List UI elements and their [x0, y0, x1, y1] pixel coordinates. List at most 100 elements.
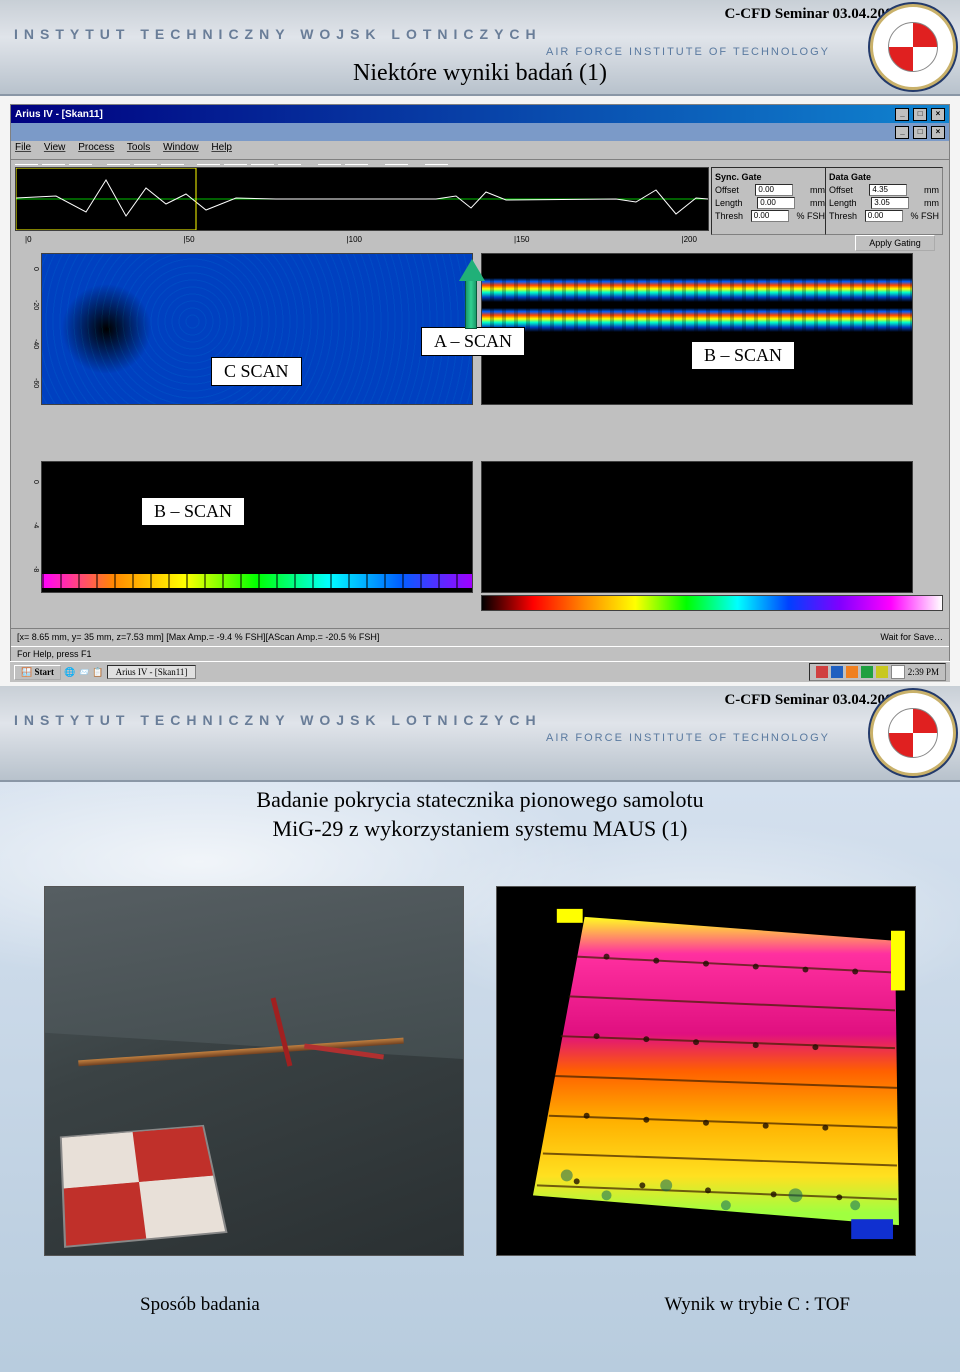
unit-mm: mm: [924, 185, 939, 195]
slide-2: C-CFD Seminar 03.04.2009 INSTYTUT TECHNI…: [0, 686, 960, 1372]
photo-cscan-result: [496, 886, 916, 1256]
institute-title-en: AIR FORCE INSTITUTE OF TECHNOLOGY: [546, 46, 830, 58]
slide-title: Niektóre wyniki badań (1): [353, 60, 607, 87]
sync-gate-box: Sync. Gate Offsetmm Lengthmm Thresh% FSH: [711, 167, 829, 235]
menu-view[interactable]: View: [44, 142, 66, 153]
sync-offset-input[interactable]: [755, 184, 793, 196]
tray-icon[interactable]: [831, 666, 843, 678]
institute-title-pl: INSTYTUT TECHNICZNY WOJSK LOTNICZYCH: [14, 712, 830, 728]
tray-icon[interactable]: [816, 666, 828, 678]
data-gate-box: Data Gate Offset mm Length mm Thresh % FSH: [825, 167, 943, 235]
slide-header: C-CFD Seminar 03.04.2009 INSTYTUT TECHNI…: [0, 686, 960, 782]
photo-scanning-setup: [44, 886, 464, 1256]
slide-1: C-CFD Seminar 03.04.2009 INSTYTUT TECHNI…: [0, 0, 960, 686]
maximize-button[interactable]: □: [913, 108, 927, 121]
data-gate-title: Data Gate: [829, 172, 871, 182]
menu-help[interactable]: Help: [211, 142, 232, 153]
minimize-button[interactable]: _: [895, 108, 909, 121]
tray-icon[interactable]: [861, 666, 873, 678]
bscan-right-label: B – SCAN: [691, 341, 795, 370]
checkerboard-roundel-icon: [888, 22, 938, 72]
menubar: File View Process Tools Window Help: [11, 141, 949, 160]
roundel-checker: [60, 1125, 228, 1248]
caption-right: Wynik w trybie C : TOF: [664, 1294, 850, 1316]
menu-process[interactable]: Process: [78, 142, 114, 153]
ruler-tick: |150: [514, 235, 529, 249]
ruler-tick: |0: [25, 235, 32, 249]
slide2-body: Badanie pokrycia statecznika pionowego s…: [0, 782, 960, 1372]
window-buttons: _ □ ×: [894, 108, 945, 121]
ruler-tick: |100: [347, 235, 362, 249]
sync-gate-title: Sync. Gate: [715, 172, 762, 182]
doc-minimize-button[interactable]: _: [895, 126, 909, 139]
sync-thresh-input[interactable]: [751, 210, 789, 222]
app-window: Arius IV - [Skan11] _ □ × _ □ × File Vie…: [10, 104, 950, 662]
menu-window[interactable]: Window: [163, 142, 199, 153]
caption-left: Sposób badania: [140, 1294, 260, 1316]
apply-gating-button[interactable]: Apply Gating: [855, 235, 935, 251]
blank-panel[interactable]: [481, 461, 913, 593]
quicklaunch-icon[interactable]: 📨: [78, 667, 89, 678]
cscan-label: C SCAN: [211, 357, 302, 386]
slide-header: C-CFD Seminar 03.04.2009 INSTYTUT TECHNI…: [0, 0, 960, 96]
ascan-panel[interactable]: [15, 167, 709, 231]
quicklaunch-icon[interactable]: 🌐: [64, 667, 75, 678]
menu-file[interactable]: File: [15, 142, 31, 153]
unit-fsh: % FSH: [910, 211, 939, 221]
seminar-tag: C-CFD Seminar 03.04.2009: [724, 6, 900, 23]
system-tray: 2:39 PM: [809, 663, 946, 681]
window-titlebar[interactable]: Arius IV - [Skan11] _ □ ×: [11, 105, 949, 123]
data-thresh-input[interactable]: [865, 210, 903, 222]
tray-icon[interactable]: [891, 665, 905, 679]
doc-close-button[interactable]: ×: [931, 126, 945, 139]
bscan-bottom-label: B – SCAN: [141, 497, 245, 526]
unit-mm: mm: [810, 198, 825, 208]
status-coords: [x= 8.65 mm, y= 35 mm, z=7.53 mm] [Max A…: [17, 632, 379, 642]
ruler-tick: |50: [184, 235, 195, 249]
checkerboard-roundel-icon: [888, 708, 938, 758]
institute-logo: [870, 4, 956, 90]
thresh-label: Thresh: [715, 211, 743, 221]
data-offset-input[interactable]: [869, 184, 907, 196]
institute-title-en: AIR FORCE INSTITUTE OF TECHNOLOGY: [546, 732, 830, 744]
institute-logo: [870, 690, 956, 776]
thresh-label: Thresh: [829, 211, 857, 221]
ruler-tick: |200: [682, 235, 697, 249]
slide2-title-line1: Badanie pokrycia statecznika pionowego s…: [256, 787, 703, 812]
status-right: Wait for Save…: [880, 632, 943, 642]
help-hint: For Help, press F1: [17, 649, 92, 659]
left-ruler-1: 0 -20 -40 -60: [15, 253, 39, 403]
bscan-bottom-panel[interactable]: [41, 461, 473, 593]
taskbar-task[interactable]: Arius IV - [Skan11]: [107, 665, 197, 679]
length-label: Length: [829, 198, 857, 208]
offset-label: Offset: [715, 185, 739, 195]
ascan-label: A – SCAN: [421, 327, 525, 356]
bscan-right-panel[interactable]: [481, 253, 913, 405]
doc-maximize-button[interactable]: □: [913, 126, 927, 139]
slide2-title-line2: MiG-29 z wykorzystaniem systemu MAUS (1): [273, 816, 688, 841]
unit-mm: mm: [924, 198, 939, 208]
statusbar: [x= 8.65 mm, y= 35 mm, z=7.53 mm] [Max A…: [11, 628, 949, 645]
slide2-title: Badanie pokrycia statecznika pionowego s…: [70, 786, 890, 843]
seminar-tag: C-CFD Seminar 03.04.2009: [724, 692, 900, 709]
menu-tools[interactable]: Tools: [127, 142, 150, 153]
window-title: Arius IV - [Skan11]: [15, 109, 103, 120]
start-button[interactable]: 🪟 Start: [14, 665, 61, 680]
colorbar: [481, 595, 943, 611]
help-hint-bar: For Help, press F1: [11, 646, 949, 661]
quicklaunch-icon[interactable]: 📋: [92, 667, 103, 678]
bscan-bottom-image: [42, 574, 472, 588]
length-label: Length: [715, 198, 743, 208]
tray-icon[interactable]: [846, 666, 858, 678]
tray-icon[interactable]: [876, 666, 888, 678]
slide1-body: Arius IV - [Skan11] _ □ × _ □ × File Vie…: [0, 96, 960, 686]
close-button[interactable]: ×: [931, 108, 945, 121]
sync-length-input[interactable]: [757, 197, 795, 209]
data-length-input[interactable]: [871, 197, 909, 209]
offset-label: Offset: [829, 185, 853, 195]
bscan-right-image-2: [482, 308, 912, 332]
os-taskbar: 🪟 Start 🌐 📨 📋 Arius IV - [Skan11] 2:39 P…: [10, 661, 950, 682]
tray-clock: 2:39 PM: [908, 667, 939, 677]
bscan-right-image: [482, 278, 912, 302]
work-area: Sync. Gate Offset mm Length mm Thresh % FSH…: [11, 165, 949, 625]
